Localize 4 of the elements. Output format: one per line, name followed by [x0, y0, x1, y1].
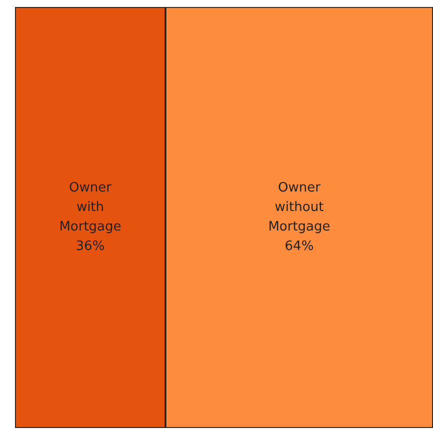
- category-label: Owner without Mortgage: [268, 180, 330, 235]
- category-label: Owner with Mortgage: [59, 180, 122, 235]
- data-label: 36%: [76, 239, 105, 254]
- data-label: 64%: [284, 239, 314, 254]
